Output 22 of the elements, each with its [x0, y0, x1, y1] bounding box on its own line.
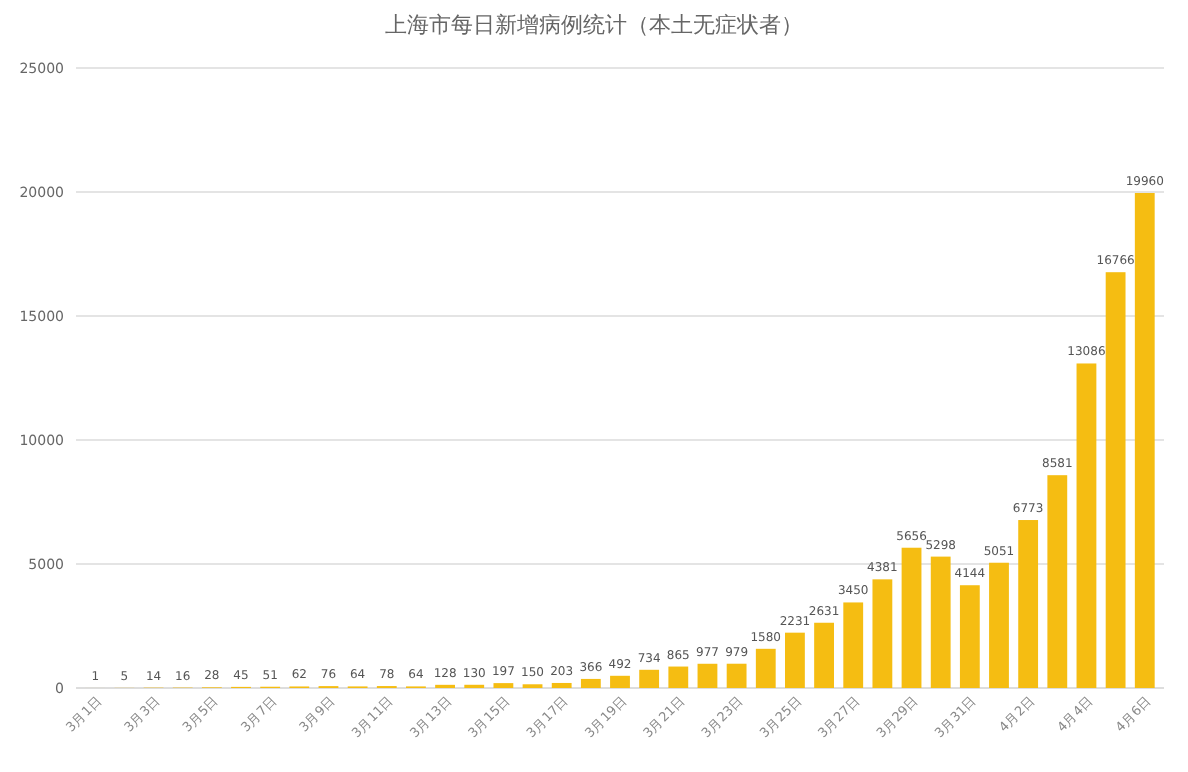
- bar: [668, 666, 689, 688]
- bar: [610, 675, 630, 688]
- chart-title: 上海市每日新增病例统计（本土无症状者）: [385, 12, 803, 38]
- bar: [551, 682, 572, 688]
- bar: [1134, 192, 1155, 688]
- bar: [1047, 475, 1068, 688]
- bar: [1076, 363, 1097, 688]
- bar: [639, 669, 660, 688]
- bar: [755, 648, 776, 688]
- bar: [959, 585, 980, 688]
- bar: [785, 632, 805, 688]
- bar: [1105, 272, 1126, 688]
- bar: [872, 579, 893, 688]
- bar: [930, 556, 951, 688]
- bar: [580, 678, 601, 688]
- bar: [726, 663, 747, 688]
- bar: [1018, 520, 1039, 688]
- bar: [814, 622, 834, 688]
- bar: [901, 547, 922, 688]
- bar: [697, 663, 718, 688]
- bar: [989, 562, 1009, 688]
- bar: [843, 602, 864, 688]
